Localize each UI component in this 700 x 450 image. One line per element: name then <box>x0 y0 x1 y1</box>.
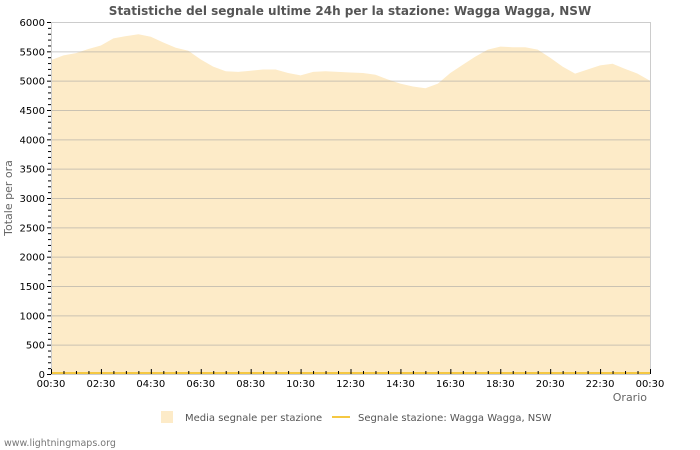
y-tick-label: 3500 <box>20 165 45 176</box>
y-tick-label: 0 <box>39 370 45 381</box>
x-tick-label: 16:30 <box>436 379 465 390</box>
x-tick-label: 14:30 <box>386 379 415 390</box>
y-tick-label: 5000 <box>20 77 45 88</box>
x-axis: 00:30 02:30 04:30 06:30 08:30 10:30 12:30 14:30… <box>37 369 665 390</box>
x-tick-label: 18:30 <box>486 379 515 390</box>
x-tick-label: 06:30 <box>186 379 215 390</box>
y-tick-label: 6000 <box>20 18 45 29</box>
y-tick-label: 1500 <box>20 282 45 293</box>
y-axis-label: Totale per ora <box>2 160 15 237</box>
footer-site-link[interactable]: www.lightningmaps.org <box>4 438 116 449</box>
y-tick-label: 1000 <box>20 311 45 322</box>
x-tick-label: 00:30 <box>37 379 66 390</box>
y-tick-label: 2000 <box>20 253 45 264</box>
x-tick-label: 20:30 <box>536 379 565 390</box>
x-tick-label: 12:30 <box>336 379 365 390</box>
x-tick-label: 04:30 <box>136 379 165 390</box>
x-tick-label: 10:30 <box>286 379 315 390</box>
gridlines <box>51 22 650 346</box>
area-series-average <box>51 34 650 375</box>
legend: Media segnale per stazione Segnale stazi… <box>161 411 552 424</box>
y-tick-label: 5500 <box>20 47 45 58</box>
y-axis: 0 500 1000 1500 2000 2500 3000 3500 4000 4500 5000… <box>20 18 51 381</box>
y-tick-label: 4500 <box>20 106 45 117</box>
area-fill <box>51 34 650 375</box>
x-tick-label: 08:30 <box>236 379 265 390</box>
legend-label-station: Segnale stazione: Wagga Wagga, NSW <box>358 413 552 424</box>
chart-title: Statistiche del segnale ultime 24h per l… <box>109 4 591 18</box>
x-axis-label: Orario <box>613 391 648 404</box>
y-tick-label: 500 <box>26 341 45 352</box>
y-tick-label: 2500 <box>20 223 45 234</box>
x-tick-label: 00:30 <box>636 379 665 390</box>
x-tick-label: 02:30 <box>87 379 116 390</box>
y-tick-label: 4000 <box>20 135 45 146</box>
legend-swatch-area-icon <box>161 411 173 423</box>
y-tick-label: 3000 <box>20 194 45 205</box>
x-tick-label: 22:30 <box>586 379 615 390</box>
legend-label-average: Media segnale per stazione <box>185 413 322 424</box>
plot-frame <box>51 22 651 375</box>
